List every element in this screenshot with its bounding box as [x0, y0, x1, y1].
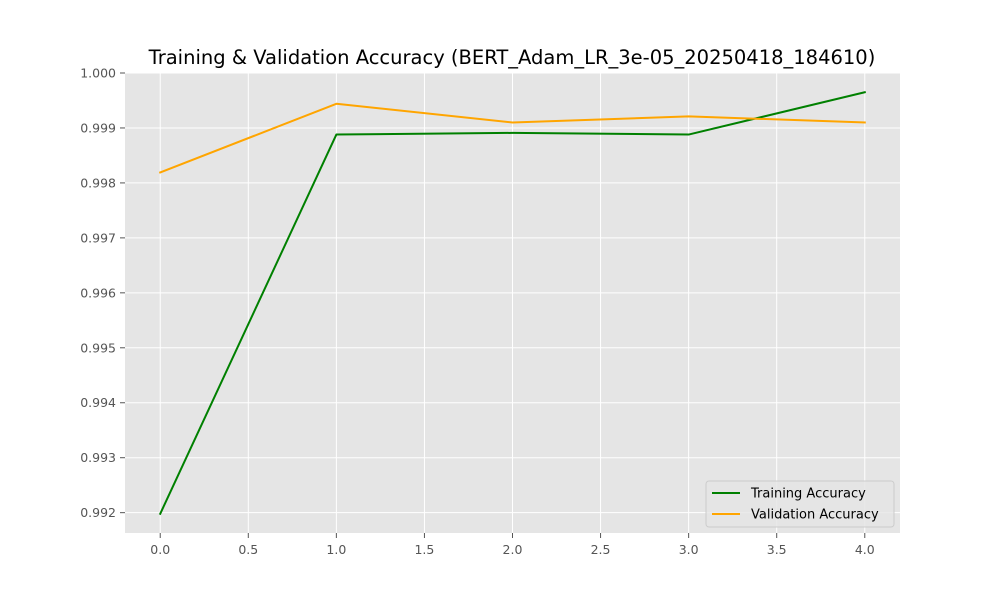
y-tick-label: 1.000	[80, 66, 116, 81]
x-tick-label: 3.0	[679, 542, 699, 557]
y-tick-label: 0.993	[80, 450, 116, 465]
y-tick-label: 0.996	[80, 285, 116, 300]
x-tick-label: 1.5	[414, 542, 434, 557]
legend-label-1: Validation Accuracy	[751, 508, 879, 523]
legend-label-0: Training Accuracy	[750, 487, 866, 502]
y-tick-label: 0.995	[80, 340, 116, 355]
x-tick-label: 1.0	[326, 542, 346, 557]
series-line-1	[158, 102, 866, 174]
x-tick-label: 0.5	[238, 542, 258, 557]
y-axis: 0.992 0.993 0.994 0.995 0.996 0.997 0.998 0.999…	[80, 66, 125, 520]
legend: Training Accuracy Validation Accuracy	[705, 480, 895, 528]
y-tick-label: 0.997	[80, 230, 116, 245]
x-tick-label: 4.0	[855, 542, 875, 557]
y-tick-label: 0.998	[80, 175, 116, 190]
x-tick-label: 2.0	[503, 542, 523, 557]
x-tick-label: 2.5	[591, 542, 611, 557]
x-axis: 0.0 0.5 1.0 1.5 2.0 2.5 3.0 3.5 4.0	[150, 533, 875, 557]
series-layer	[158, 91, 866, 516]
y-tick-label: 0.999	[80, 120, 116, 135]
series-line-0	[158, 91, 866, 516]
legend-box	[705, 480, 895, 528]
y-tick-label: 0.994	[80, 395, 116, 410]
x-tick-label: 0.0	[150, 542, 170, 557]
x-tick-label: 3.5	[767, 542, 787, 557]
chart-title: Training & Validation Accuracy (BERT_Ada…	[148, 46, 876, 69]
y-tick-label: 0.992	[80, 505, 116, 520]
